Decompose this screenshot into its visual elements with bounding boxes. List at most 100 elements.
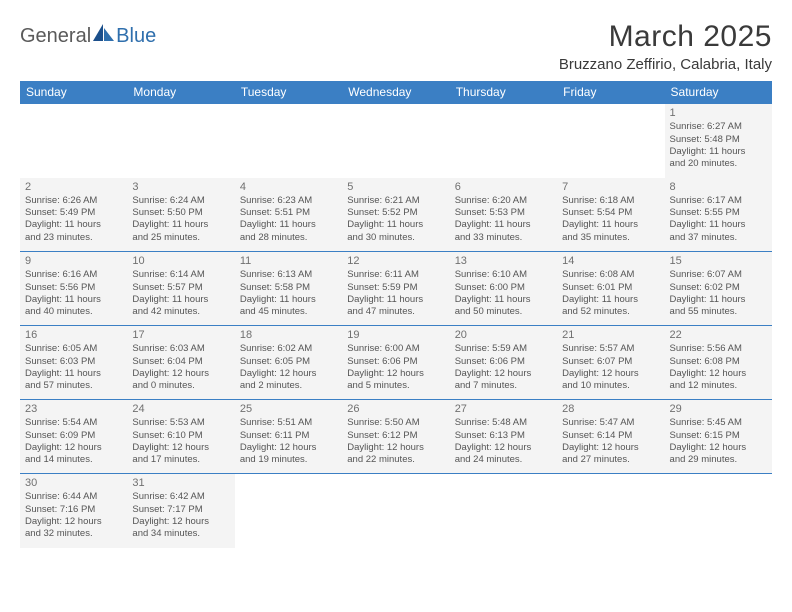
sunset-text: Sunset: 6:04 PM <box>132 356 229 368</box>
day-number: 9 <box>25 254 122 268</box>
daylight-text: and 0 minutes. <box>132 380 229 392</box>
sunrise-text: Sunrise: 6:18 AM <box>562 195 659 207</box>
day-cell: 7Sunrise: 6:18 AMSunset: 5:54 PMDaylight… <box>557 178 664 252</box>
day-number: 6 <box>455 180 552 194</box>
sunrise-text: Sunrise: 5:57 AM <box>562 343 659 355</box>
calendar-table: Sunday Monday Tuesday Wednesday Thursday… <box>20 81 772 548</box>
daylight-text: Daylight: 11 hours <box>455 294 552 306</box>
day-cell: 15Sunrise: 6:07 AMSunset: 6:02 PMDayligh… <box>665 252 772 326</box>
daylight-text: and 24 minutes. <box>455 454 552 466</box>
sunset-text: Sunset: 6:02 PM <box>670 282 767 294</box>
sunset-text: Sunset: 5:54 PM <box>562 207 659 219</box>
daylight-text: Daylight: 12 hours <box>455 442 552 454</box>
sunrise-text: Sunrise: 6:13 AM <box>240 269 337 281</box>
daylight-text: and 28 minutes. <box>240 232 337 244</box>
day-number: 31 <box>132 476 229 490</box>
sunrise-text: Sunrise: 5:56 AM <box>670 343 767 355</box>
day-cell: 2Sunrise: 6:26 AMSunset: 5:49 PMDaylight… <box>20 178 127 252</box>
daylight-text: and 37 minutes. <box>670 232 767 244</box>
day-cell: 3Sunrise: 6:24 AMSunset: 5:50 PMDaylight… <box>127 178 234 252</box>
sunrise-text: Sunrise: 6:24 AM <box>132 195 229 207</box>
col-sunday: Sunday <box>20 81 127 104</box>
day-cell: 18Sunrise: 6:02 AMSunset: 6:05 PMDayligh… <box>235 326 342 400</box>
daylight-text: Daylight: 12 hours <box>240 442 337 454</box>
col-tuesday: Tuesday <box>235 81 342 104</box>
day-cell <box>342 104 449 178</box>
day-cell: 5Sunrise: 6:21 AMSunset: 5:52 PMDaylight… <box>342 178 449 252</box>
daylight-text: and 57 minutes. <box>25 380 122 392</box>
daylight-text: Daylight: 12 hours <box>347 368 444 380</box>
sunrise-text: Sunrise: 6:23 AM <box>240 195 337 207</box>
daylight-text: Daylight: 11 hours <box>562 294 659 306</box>
sunset-text: Sunset: 5:52 PM <box>347 207 444 219</box>
sunrise-text: Sunrise: 6:00 AM <box>347 343 444 355</box>
daylight-text: Daylight: 11 hours <box>132 294 229 306</box>
daylight-text: Daylight: 12 hours <box>562 368 659 380</box>
sunset-text: Sunset: 6:05 PM <box>240 356 337 368</box>
day-cell: 19Sunrise: 6:00 AMSunset: 6:06 PMDayligh… <box>342 326 449 400</box>
daylight-text: Daylight: 12 hours <box>132 442 229 454</box>
sunset-text: Sunset: 5:51 PM <box>240 207 337 219</box>
daylight-text: and 14 minutes. <box>25 454 122 466</box>
sunrise-text: Sunrise: 5:59 AM <box>455 343 552 355</box>
day-cell <box>557 104 664 178</box>
day-number: 17 <box>132 328 229 342</box>
logo-text-blue: Blue <box>116 25 156 48</box>
daylight-text: Daylight: 11 hours <box>455 219 552 231</box>
day-cell <box>450 104 557 178</box>
daylight-text: and 17 minutes. <box>132 454 229 466</box>
sunset-text: Sunset: 5:59 PM <box>347 282 444 294</box>
day-number: 26 <box>347 402 444 416</box>
day-cell: 6Sunrise: 6:20 AMSunset: 5:53 PMDaylight… <box>450 178 557 252</box>
sunrise-text: Sunrise: 5:54 AM <box>25 417 122 429</box>
sunrise-text: Sunrise: 6:20 AM <box>455 195 552 207</box>
sunset-text: Sunset: 6:03 PM <box>25 356 122 368</box>
day-cell <box>342 474 449 548</box>
month-title: March 2025 <box>559 20 772 54</box>
daylight-text: and 42 minutes. <box>132 306 229 318</box>
sunset-text: Sunset: 6:11 PM <box>240 430 337 442</box>
day-cell: 26Sunrise: 5:50 AMSunset: 6:12 PMDayligh… <box>342 400 449 474</box>
day-cell <box>235 104 342 178</box>
day-number: 1 <box>670 106 767 120</box>
daylight-text: and 52 minutes. <box>562 306 659 318</box>
daylight-text: and 30 minutes. <box>347 232 444 244</box>
sunrise-text: Sunrise: 6:08 AM <box>562 269 659 281</box>
sunrise-text: Sunrise: 6:26 AM <box>25 195 122 207</box>
day-number: 2 <box>25 180 122 194</box>
daylight-text: and 40 minutes. <box>25 306 122 318</box>
day-cell: 16Sunrise: 6:05 AMSunset: 6:03 PMDayligh… <box>20 326 127 400</box>
day-number: 27 <box>455 402 552 416</box>
day-number: 29 <box>670 402 767 416</box>
daylight-text: Daylight: 11 hours <box>670 219 767 231</box>
calendar-body: 1Sunrise: 6:27 AMSunset: 5:48 PMDaylight… <box>20 104 772 548</box>
sunrise-text: Sunrise: 5:48 AM <box>455 417 552 429</box>
daylight-text: and 25 minutes. <box>132 232 229 244</box>
daylight-text: and 12 minutes. <box>670 380 767 392</box>
day-cell: 24Sunrise: 5:53 AMSunset: 6:10 PMDayligh… <box>127 400 234 474</box>
daylight-text: Daylight: 11 hours <box>670 146 767 158</box>
daylight-text: Daylight: 12 hours <box>240 368 337 380</box>
day-cell: 13Sunrise: 6:10 AMSunset: 6:00 PMDayligh… <box>450 252 557 326</box>
sunset-text: Sunset: 6:12 PM <box>347 430 444 442</box>
day-number: 25 <box>240 402 337 416</box>
week-row: 23Sunrise: 5:54 AMSunset: 6:09 PMDayligh… <box>20 400 772 474</box>
sunrise-text: Sunrise: 5:51 AM <box>240 417 337 429</box>
sunrise-text: Sunrise: 6:17 AM <box>670 195 767 207</box>
sunrise-text: Sunrise: 6:11 AM <box>347 269 444 281</box>
sunset-text: Sunset: 5:57 PM <box>132 282 229 294</box>
daylight-text: Daylight: 12 hours <box>132 368 229 380</box>
col-saturday: Saturday <box>665 81 772 104</box>
sunrise-text: Sunrise: 6:07 AM <box>670 269 767 281</box>
sunrise-text: Sunrise: 5:50 AM <box>347 417 444 429</box>
daylight-text: Daylight: 12 hours <box>670 368 767 380</box>
day-number: 10 <box>132 254 229 268</box>
sunset-text: Sunset: 5:53 PM <box>455 207 552 219</box>
sunset-text: Sunset: 6:08 PM <box>670 356 767 368</box>
week-row: 1Sunrise: 6:27 AMSunset: 5:48 PMDaylight… <box>20 104 772 178</box>
day-cell: 20Sunrise: 5:59 AMSunset: 6:06 PMDayligh… <box>450 326 557 400</box>
title-block: March 2025 Bruzzano Zeffirio, Calabria, … <box>559 20 772 73</box>
col-wednesday: Wednesday <box>342 81 449 104</box>
day-cell: 9Sunrise: 6:16 AMSunset: 5:56 PMDaylight… <box>20 252 127 326</box>
day-cell <box>20 104 127 178</box>
